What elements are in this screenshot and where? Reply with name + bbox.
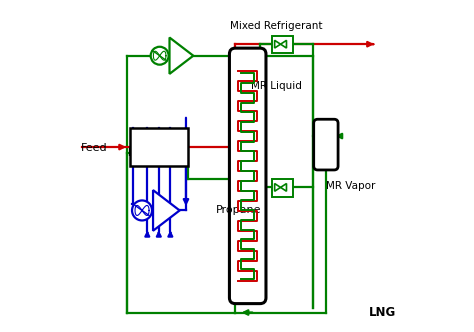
Bar xyxy=(130,128,188,166)
Circle shape xyxy=(151,47,169,65)
Polygon shape xyxy=(274,184,281,191)
Bar xyxy=(272,180,293,197)
FancyBboxPatch shape xyxy=(314,119,338,170)
Bar xyxy=(272,36,293,53)
Text: Propane: Propane xyxy=(136,136,182,146)
Polygon shape xyxy=(153,190,180,231)
Circle shape xyxy=(132,201,152,220)
Text: MR Liquid: MR Liquid xyxy=(251,81,302,91)
Text: Pre-cooling: Pre-cooling xyxy=(128,148,190,158)
Polygon shape xyxy=(170,38,193,74)
Polygon shape xyxy=(281,40,286,48)
Text: MR Vapor: MR Vapor xyxy=(326,181,375,191)
Text: Feed: Feed xyxy=(81,143,107,153)
Polygon shape xyxy=(274,40,281,48)
Text: Propane: Propane xyxy=(216,206,261,215)
Text: Mixed Refrigerant: Mixed Refrigerant xyxy=(230,21,323,31)
FancyBboxPatch shape xyxy=(229,48,266,304)
Polygon shape xyxy=(281,184,286,191)
Text: LNG: LNG xyxy=(369,306,396,319)
